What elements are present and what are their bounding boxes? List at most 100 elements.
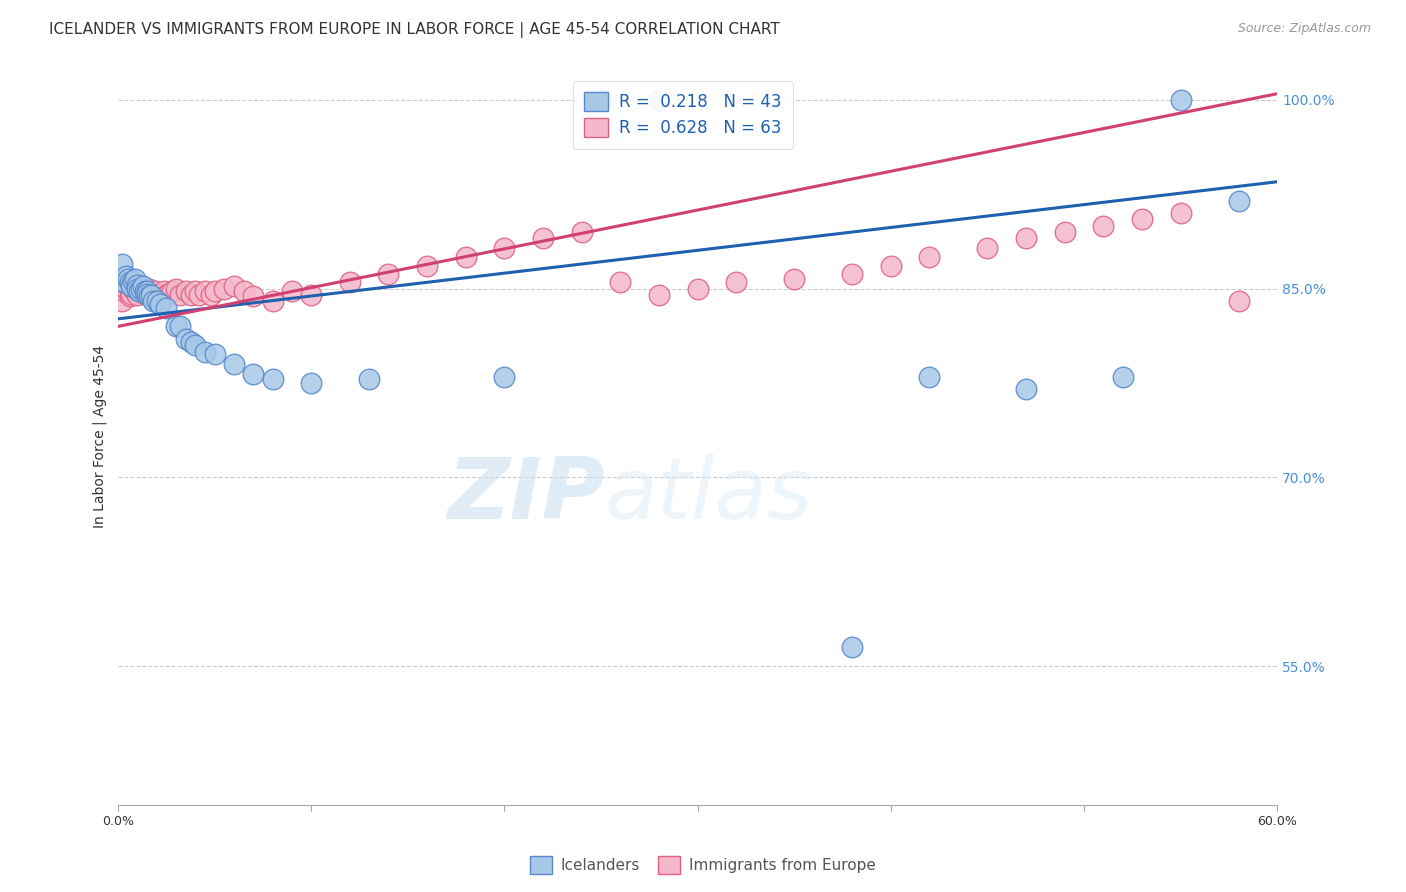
Point	[112, 284, 135, 298]
Point	[129, 279, 152, 293]
Point	[165, 282, 187, 296]
Point	[117, 271, 139, 285]
Point	[112, 276, 135, 290]
Point	[918, 250, 941, 264]
Point	[242, 289, 264, 303]
Point	[1170, 93, 1192, 107]
Point	[184, 338, 207, 352]
Point	[184, 284, 207, 298]
Point	[194, 284, 217, 298]
Point	[174, 284, 197, 298]
Point	[204, 347, 226, 361]
Point	[142, 288, 165, 302]
Point	[129, 282, 152, 296]
Point	[1053, 225, 1076, 239]
Point	[180, 288, 202, 302]
Point	[121, 286, 143, 301]
Point	[976, 242, 998, 256]
Point	[143, 284, 166, 298]
Point	[118, 289, 141, 303]
Point	[648, 288, 671, 302]
Point	[165, 319, 187, 334]
Point	[212, 282, 235, 296]
Point	[132, 284, 155, 298]
Point	[145, 294, 167, 309]
Point	[589, 93, 612, 107]
Point	[1130, 212, 1153, 227]
Point	[222, 279, 245, 293]
Point	[118, 276, 141, 290]
Point	[122, 274, 145, 288]
Point	[142, 294, 165, 309]
Point	[281, 284, 304, 298]
Text: Source: ZipAtlas.com: Source: ZipAtlas.com	[1237, 22, 1371, 36]
Text: ZIP: ZIP	[447, 454, 605, 537]
Point	[114, 282, 136, 296]
Point	[494, 369, 516, 384]
Point	[149, 297, 172, 311]
Point	[149, 288, 172, 302]
Point	[1015, 231, 1038, 245]
Point	[122, 282, 145, 296]
Point	[299, 376, 322, 390]
Point	[242, 368, 264, 382]
Point	[139, 288, 162, 302]
Point	[160, 284, 183, 298]
Point	[531, 231, 554, 245]
Point	[1092, 219, 1115, 233]
Point	[454, 250, 477, 264]
Point	[139, 289, 162, 303]
Point	[138, 289, 160, 303]
Text: ICELANDER VS IMMIGRANTS FROM EUROPE IN LABOR FORCE | AGE 45-54 CORRELATION CHART: ICELANDER VS IMMIGRANTS FROM EUROPE IN L…	[49, 22, 780, 38]
Point	[918, 369, 941, 384]
Point	[841, 640, 863, 655]
Point	[262, 294, 284, 309]
Y-axis label: In Labor Force | Age 45-54: In Labor Force | Age 45-54	[93, 345, 107, 528]
Point	[127, 284, 149, 298]
Point	[180, 334, 202, 349]
Point	[117, 279, 139, 293]
Point	[1227, 194, 1250, 208]
Point	[571, 225, 593, 239]
Point	[232, 284, 254, 298]
Point	[155, 301, 177, 315]
Point	[841, 267, 863, 281]
Point	[169, 319, 191, 334]
Point	[128, 282, 150, 296]
Point	[416, 259, 439, 273]
Point	[128, 284, 150, 298]
Point	[609, 276, 631, 290]
Point	[174, 332, 197, 346]
Point	[1112, 369, 1135, 384]
Point	[111, 294, 134, 309]
Point	[262, 372, 284, 386]
Point	[359, 372, 381, 386]
Point	[377, 267, 399, 281]
Point	[222, 357, 245, 371]
Point	[114, 269, 136, 284]
Point	[127, 282, 149, 296]
Point	[194, 344, 217, 359]
Point	[127, 288, 149, 302]
Point	[135, 284, 157, 298]
Point	[127, 277, 149, 292]
Point	[111, 256, 134, 270]
Point	[134, 286, 156, 301]
Point	[135, 284, 157, 298]
Point	[135, 286, 157, 301]
Point	[145, 294, 167, 309]
Point	[204, 284, 226, 298]
Point	[155, 288, 177, 302]
Point	[339, 276, 361, 290]
Legend: R =  0.218   N = 43, R =  0.628   N = 63: R = 0.218 N = 43, R = 0.628 N = 63	[572, 80, 793, 149]
Legend: Icelanders, Immigrants from Europe: Icelanders, Immigrants from Europe	[524, 850, 882, 880]
Point	[188, 288, 211, 302]
Point	[494, 242, 516, 256]
Point	[169, 288, 191, 302]
Point	[124, 279, 146, 293]
Text: atlas: atlas	[605, 454, 813, 537]
Point	[134, 284, 156, 298]
Point	[648, 93, 671, 107]
Point	[157, 286, 180, 301]
Point	[783, 271, 806, 285]
